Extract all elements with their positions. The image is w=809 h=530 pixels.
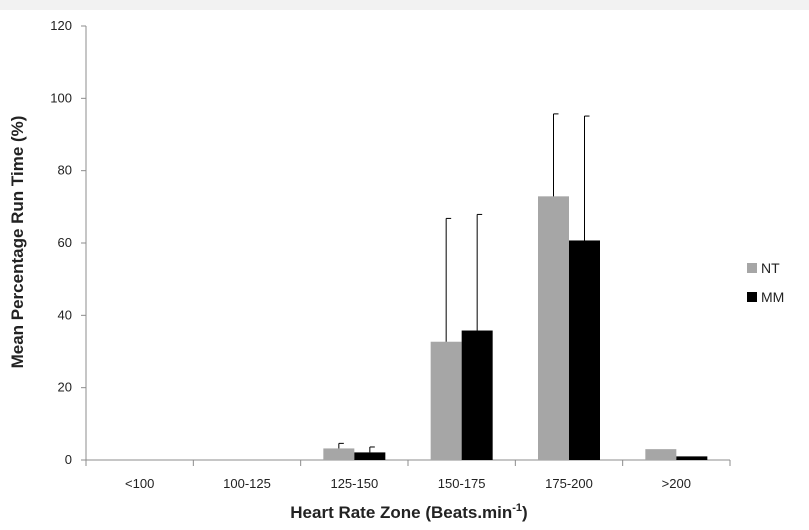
- x-axis-title-superscript: -1: [512, 502, 522, 514]
- y-axis: 0 20 40 60 80 100 120: [50, 18, 87, 467]
- bar-mm: [354, 452, 386, 460]
- y-axis-title: Mean Percentage Run Time (%): [8, 116, 27, 369]
- y-tick-label: 60: [58, 235, 72, 250]
- x-tick-label: >200: [662, 476, 691, 491]
- x-axis-title-close: ): [522, 503, 528, 522]
- y-tick-label: 0: [65, 452, 72, 467]
- bars: [323, 196, 708, 460]
- legend-label-mm: MM: [761, 289, 784, 305]
- bar-nt: [323, 448, 355, 460]
- y-tick-label: 80: [58, 163, 72, 178]
- bar-nt: [538, 196, 569, 460]
- x-tick-label: 125-150: [330, 476, 378, 491]
- legend-swatch-nt: [747, 263, 757, 273]
- x-axis-title: Heart Rate Zone (Beats.min-1): [290, 502, 527, 522]
- bar-nt: [645, 449, 677, 460]
- x-tick-label: 175-200: [545, 476, 593, 491]
- chart-frame: 0 20 40 60 80 100 120 <100 100-125 125-150 150-17…: [0, 10, 809, 530]
- bar-mm: [569, 240, 600, 460]
- bar-chart: 0 20 40 60 80 100 120 <100 100-125 125-150 150-17…: [8, 18, 784, 522]
- legend-swatch-mm: [747, 292, 757, 302]
- y-tick-label: 120: [50, 18, 72, 33]
- x-axis-title-main: Heart Rate Zone (Beats.min: [290, 503, 512, 522]
- x-tick-label: 100-125: [223, 476, 271, 491]
- error-bars: [338, 113, 590, 453]
- x-axis: <100 100-125 125-150 150-175 175-200 >200: [85, 459, 731, 491]
- y-tick-label: 100: [50, 90, 72, 105]
- y-tick-label: 20: [58, 380, 72, 395]
- legend: NT MM: [747, 260, 784, 305]
- bar-mm: [461, 330, 493, 460]
- x-tick-label: <100: [125, 476, 154, 491]
- bar-nt: [430, 341, 462, 460]
- x-tick-label: 150-175: [438, 476, 486, 491]
- legend-label-nt: NT: [761, 260, 780, 276]
- bar-mm: [676, 456, 708, 460]
- y-tick-label: 40: [58, 307, 72, 322]
